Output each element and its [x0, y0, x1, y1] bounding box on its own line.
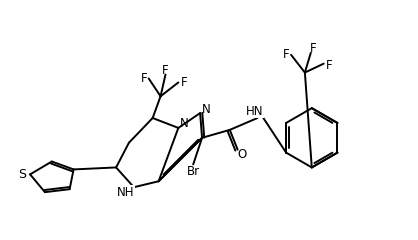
Text: NH: NH	[117, 186, 135, 199]
Text: F: F	[283, 48, 289, 61]
Text: F: F	[181, 76, 188, 89]
Text: F: F	[162, 64, 169, 77]
Text: N: N	[201, 103, 210, 116]
Text: HN: HN	[246, 105, 263, 118]
Text: F: F	[309, 42, 316, 55]
Text: N: N	[180, 117, 189, 131]
Text: Br: Br	[186, 165, 200, 178]
Text: F: F	[326, 59, 333, 72]
Text: F: F	[140, 72, 147, 85]
Text: O: O	[237, 148, 246, 161]
Text: S: S	[18, 168, 26, 181]
